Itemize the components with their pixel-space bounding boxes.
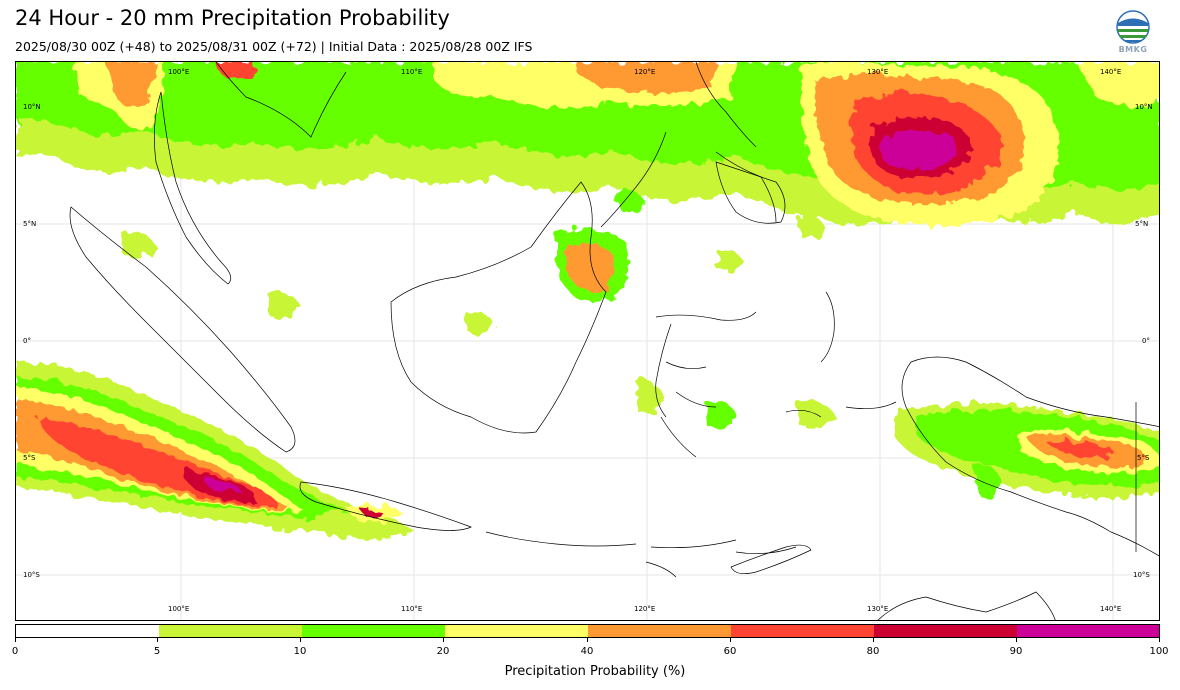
map-title: 24 Hour - 20 mm Precipitation Probabilit… bbox=[15, 6, 450, 30]
colorbar-tick-label: 10 bbox=[293, 646, 307, 657]
colorbar-tick bbox=[873, 638, 874, 642]
colorbar-segment bbox=[1017, 625, 1159, 637]
colorbar-tick bbox=[730, 638, 731, 642]
probability-fields bbox=[16, 62, 1159, 540]
lon-label-top: 110°E bbox=[401, 68, 423, 76]
lon-label-bottom: 100°E bbox=[168, 605, 190, 613]
colorbar-tick bbox=[1016, 638, 1017, 642]
colorbar-tick-label: 5 bbox=[153, 646, 161, 657]
colorbar-tick bbox=[300, 638, 301, 642]
colorbar-segment bbox=[302, 625, 445, 637]
colorbar-segment bbox=[445, 625, 588, 637]
colorbar-tick bbox=[157, 638, 158, 642]
colorbar-tick-label: 0 bbox=[11, 646, 19, 657]
colorbar-tick bbox=[1159, 638, 1160, 642]
lon-label-top: 140°E bbox=[1100, 68, 1122, 76]
colorbar-tick-label: 20 bbox=[436, 646, 450, 657]
lon-label-bottom: 120°E bbox=[634, 605, 656, 613]
lat-label-right: 10°S bbox=[1133, 571, 1150, 579]
lon-label-top: 130°E bbox=[867, 68, 889, 76]
coastlines bbox=[69, 62, 1159, 620]
lon-label-top: 120°E bbox=[634, 68, 656, 76]
lat-label-left: 0° bbox=[23, 337, 31, 345]
lon-label-bottom: 110°E bbox=[401, 605, 423, 613]
lat-label-left: 10°S bbox=[23, 571, 40, 579]
precipitation-map[interactable]: 100°E 110°E 120°E 130°E 140°E 100°E 110°… bbox=[15, 61, 1160, 621]
map-subtitle: 2025/08/30 00Z (+48) to 2025/08/31 00Z (… bbox=[15, 39, 533, 54]
lat-label-right: 5°S bbox=[1137, 454, 1150, 462]
lat-label-right: 5°N bbox=[1135, 220, 1149, 228]
lon-label-bottom: 140°E bbox=[1100, 605, 1122, 613]
colorbar-tick-label: 60 bbox=[723, 646, 737, 657]
colorbar-label: Precipitation Probability (%) bbox=[504, 664, 686, 679]
colorbar-tick-label: 90 bbox=[1009, 646, 1023, 657]
colorbar-tick bbox=[15, 638, 16, 642]
lat-label-left: 5°S bbox=[23, 454, 36, 462]
colorbar-tick-label: 80 bbox=[866, 646, 880, 657]
bmkg-logo-icon bbox=[1116, 10, 1150, 44]
colorbar-tick bbox=[443, 638, 444, 642]
colorbar bbox=[15, 624, 1160, 638]
colorbar-segment bbox=[159, 625, 302, 637]
lat-label-left: 5°N bbox=[23, 220, 37, 228]
colorbar-segment bbox=[731, 625, 874, 637]
lat-label-left: 10°N bbox=[23, 103, 41, 111]
colorbar-tick-label: 40 bbox=[580, 646, 594, 657]
lon-label-bottom: 130°E bbox=[867, 605, 889, 613]
colorbar-tick bbox=[587, 638, 588, 642]
colorbar-segment bbox=[16, 625, 159, 637]
map-canvas bbox=[16, 62, 1159, 620]
colorbar-segment bbox=[874, 625, 1017, 637]
lon-label-top: 100°E bbox=[168, 68, 190, 76]
colorbar-segment bbox=[588, 625, 731, 637]
lat-label-right: 10°N bbox=[1135, 103, 1153, 111]
logo-text: BMKG bbox=[1118, 45, 1148, 54]
lat-label-right: 0° bbox=[1142, 337, 1150, 345]
colorbar-tick-label: 100 bbox=[1149, 646, 1169, 657]
